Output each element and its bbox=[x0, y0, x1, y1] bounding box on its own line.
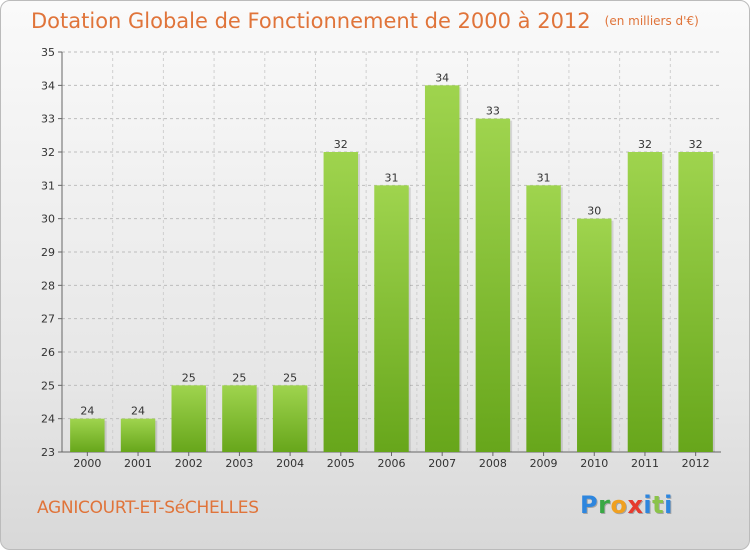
bar bbox=[120, 418, 156, 452]
logo-letter: r bbox=[598, 491, 611, 519]
proxiti-logo[interactable]: Proxiti bbox=[580, 491, 673, 519]
chart-title: Dotation Globale de Fonctionnement de 20… bbox=[31, 9, 699, 33]
y-tick-label: 23 bbox=[41, 446, 55, 459]
bar bbox=[374, 185, 409, 453]
data-label: 32 bbox=[638, 138, 652, 151]
data-label: 33 bbox=[486, 105, 500, 118]
y-tick-label: 31 bbox=[41, 179, 55, 192]
data-label: 24 bbox=[80, 405, 94, 418]
data-label: 25 bbox=[182, 371, 196, 384]
logo-letter: i bbox=[664, 491, 673, 519]
x-tick-label: 2011 bbox=[631, 457, 659, 470]
bar bbox=[323, 152, 359, 452]
x-tick-label: 2004 bbox=[276, 457, 304, 470]
data-label: 32 bbox=[689, 138, 703, 151]
data-label: 34 bbox=[435, 71, 449, 84]
data-label: 32 bbox=[334, 138, 348, 151]
bar bbox=[627, 152, 663, 452]
x-tick-label: 2012 bbox=[682, 457, 710, 470]
data-label: 31 bbox=[385, 171, 399, 184]
logo-letter: t bbox=[652, 491, 665, 519]
x-tick-labels: 2000 2001 2002 2003 2004 2005 2006 2007 2008 2009… bbox=[73, 457, 709, 470]
x-tick-label: 2008 bbox=[479, 457, 507, 470]
data-label: 25 bbox=[283, 371, 297, 384]
chart-unit: (en milliers d'€) bbox=[604, 14, 699, 28]
data-label: 25 bbox=[232, 371, 246, 384]
bar bbox=[678, 152, 713, 452]
x-tick-label: 2002 bbox=[175, 457, 203, 470]
y-tick-label: 33 bbox=[41, 113, 55, 126]
bars bbox=[70, 85, 715, 453]
logo-letter: x bbox=[627, 491, 644, 519]
bar bbox=[222, 385, 257, 452]
y-tick-label: 26 bbox=[41, 346, 55, 359]
y-tick-label: 24 bbox=[41, 413, 55, 426]
bar bbox=[526, 185, 561, 453]
bar bbox=[171, 385, 206, 452]
y-tick-label: 30 bbox=[41, 213, 55, 226]
x-tick-label: 2000 bbox=[73, 457, 101, 470]
y-tick-labels: 23 24 25 26 27 28 29 30 31 32 33 34 35 bbox=[41, 46, 55, 459]
y-tick-label: 34 bbox=[41, 79, 55, 92]
data-labels: 24 24 25 25 25 32 31 34 33 31 30 32 32 bbox=[80, 71, 702, 417]
y-tick-label: 28 bbox=[41, 279, 55, 292]
y-tick-label: 27 bbox=[41, 313, 55, 326]
bar bbox=[577, 218, 612, 452]
y-tick-label: 29 bbox=[41, 246, 55, 259]
bar bbox=[70, 418, 105, 452]
x-tick-label: 2007 bbox=[428, 457, 456, 470]
logo-letter: P bbox=[580, 491, 599, 519]
y-tick-label: 25 bbox=[41, 379, 55, 392]
y-tick-label: 32 bbox=[41, 146, 55, 159]
x-tick-label: 2010 bbox=[580, 457, 608, 470]
chart-title-text: Dotation Globale de Fonctionnement de 20… bbox=[31, 9, 591, 33]
data-label: 24 bbox=[131, 405, 145, 418]
x-tick-label: 2006 bbox=[378, 457, 406, 470]
logo-letter: o bbox=[610, 491, 628, 519]
bar bbox=[424, 85, 460, 452]
logo-letter: i bbox=[643, 491, 653, 519]
x-tick-label: 2009 bbox=[530, 457, 558, 470]
data-label: 31 bbox=[537, 171, 551, 184]
y-tick-label: 35 bbox=[41, 46, 55, 59]
bar bbox=[272, 385, 308, 452]
x-tick-label: 2005 bbox=[327, 457, 355, 470]
data-label: 30 bbox=[587, 205, 601, 218]
bar bbox=[475, 118, 511, 453]
x-tick-label: 2001 bbox=[124, 457, 152, 470]
x-tick-label: 2003 bbox=[225, 457, 253, 470]
commune-name: AGNICOURT-ET-SéCHELLES bbox=[37, 498, 259, 518]
